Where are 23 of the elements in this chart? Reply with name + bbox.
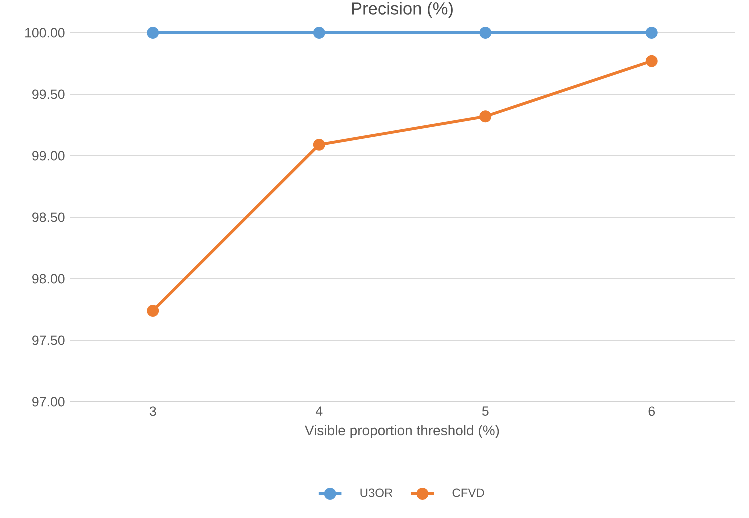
y-tick-label: 98.50 (32, 212, 65, 222)
y-tick-label: 100.00 (26, 28, 65, 38)
y-tick-label: 97.00 (32, 397, 65, 407)
point (646, 27, 658, 39)
point (313, 138, 326, 151)
chart-title: Precision (%) (352, 2, 453, 18)
point (313, 27, 326, 39)
point (646, 55, 658, 68)
x-tick-label: 5 (482, 406, 489, 416)
point (480, 27, 492, 39)
point (147, 27, 160, 39)
x-tick-label: 6 (648, 406, 656, 416)
y-tick-label: 97.50 (32, 336, 65, 346)
point (480, 110, 492, 123)
legend-label: CFVD (452, 488, 484, 498)
x-tick-label: 3 (150, 406, 156, 416)
y-tick-label: 99.50 (32, 90, 65, 100)
y-tick-label: 98.00 (32, 274, 65, 284)
x-axis-title: Visible proportion threshold (%) (305, 425, 500, 438)
point (147, 305, 160, 317)
x-tick-label: 4 (316, 406, 323, 416)
y-tick-label: 99.00 (32, 151, 65, 161)
legend-label: U3OR (360, 488, 393, 498)
